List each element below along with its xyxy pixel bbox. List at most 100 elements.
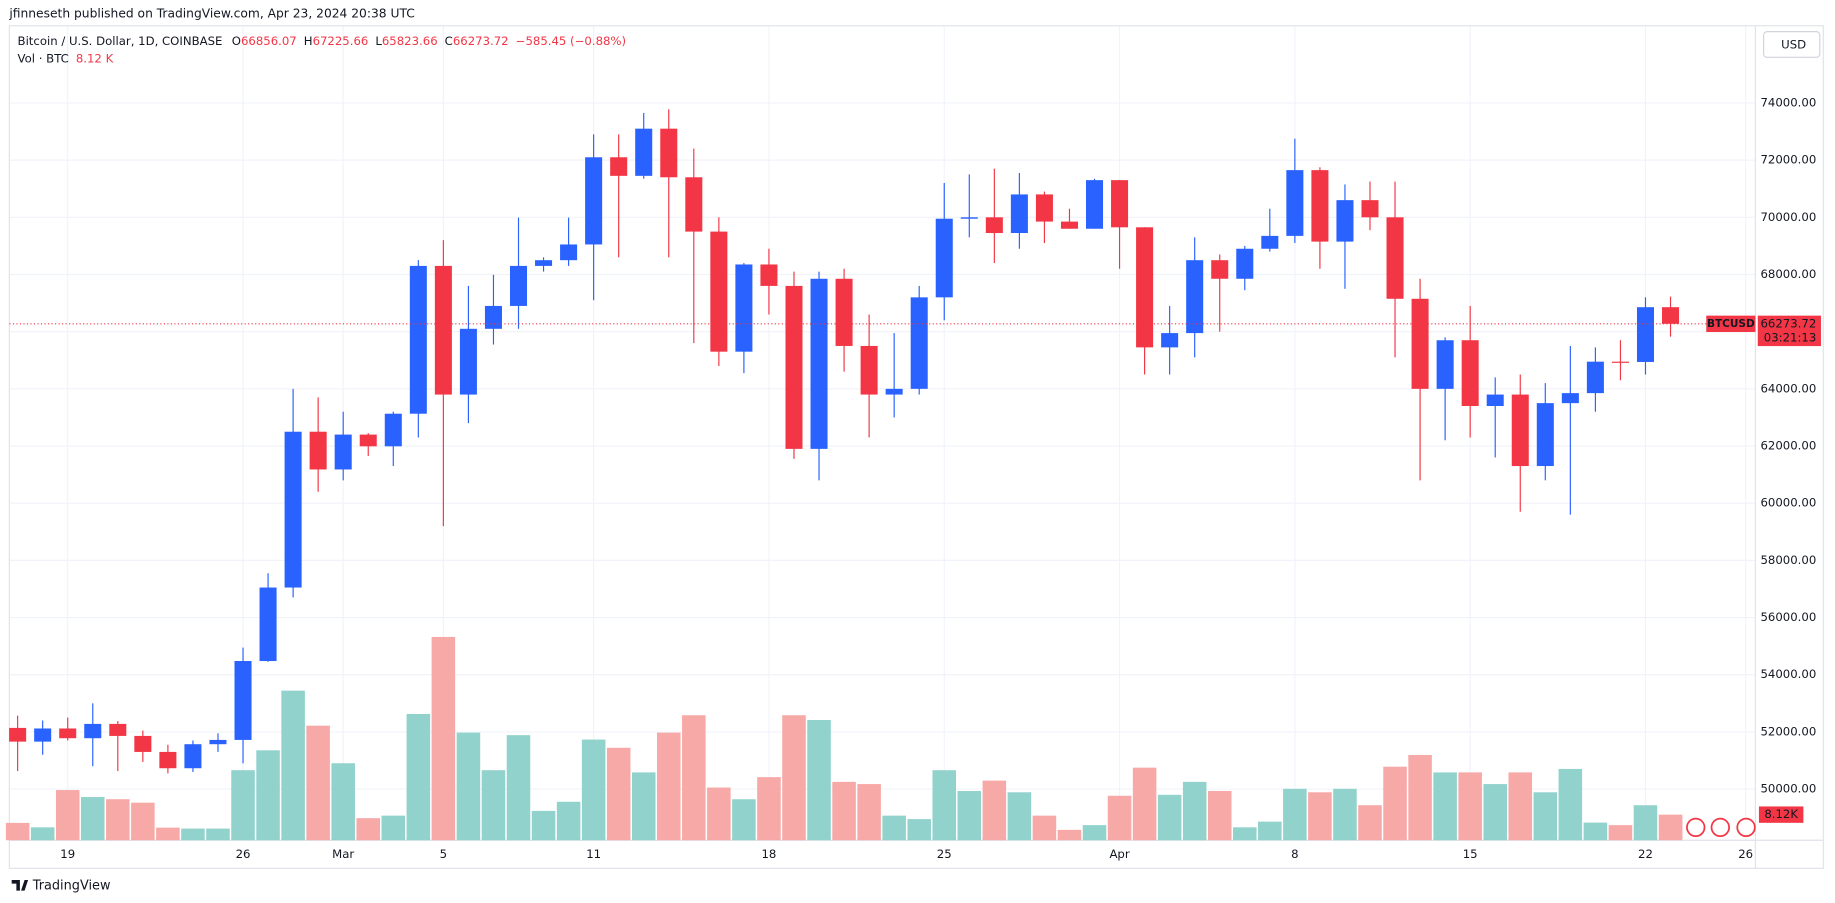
candle-body <box>1611 361 1629 363</box>
volume-bar <box>707 787 731 841</box>
volume-bar <box>306 725 330 841</box>
volume-bar <box>1032 815 1057 841</box>
volume-bar <box>882 815 906 841</box>
legend-key: H <box>304 33 313 47</box>
volume-bar <box>1433 772 1457 841</box>
candle-body <box>309 431 327 470</box>
volume-bar <box>1057 829 1082 841</box>
candle-body <box>134 735 152 752</box>
symbol-tag-box <box>1706 315 1756 333</box>
volume-bar <box>1283 788 1307 841</box>
candle-body <box>885 388 903 395</box>
y-tick-label: 56000.00 <box>1760 610 1816 624</box>
volume-bar <box>231 770 255 841</box>
volume-bar <box>181 828 205 841</box>
volume-bar <box>907 819 931 841</box>
volume-bar <box>131 802 155 841</box>
x-tick-label: 18 <box>762 847 777 861</box>
event-icon <box>1736 817 1756 838</box>
candle-body <box>1161 333 1179 348</box>
y-tick-label: 62000.00 <box>1760 439 1816 453</box>
volume-bar <box>1157 794 1182 841</box>
y-tick-label: 54000.00 <box>1760 667 1816 681</box>
candle-body <box>509 265 528 306</box>
candle-body <box>660 128 678 178</box>
volume-bar <box>356 818 381 841</box>
candle-body <box>610 157 628 176</box>
candle-body <box>810 278 828 449</box>
x-tick-label: 11 <box>586 847 601 861</box>
candle-body <box>535 260 553 266</box>
brand-name: TradingView <box>32 878 111 893</box>
volume-bar <box>1258 821 1282 841</box>
y-tick-label: 52000.00 <box>1760 724 1816 738</box>
legend-value: 65823.66 <box>382 33 438 47</box>
candle-body <box>1136 227 1154 348</box>
candle-body <box>34 728 52 742</box>
legend-key: O <box>232 33 241 47</box>
volume-bar <box>506 735 531 841</box>
countdown-tag: 03:21:13 <box>1764 330 1817 344</box>
volume-bar <box>30 827 55 841</box>
candle-body <box>334 434 352 470</box>
volume-bar <box>1383 766 1407 841</box>
candle-body <box>935 218 953 298</box>
currency-button-label[interactable]: USD <box>1781 38 1806 52</box>
y-tick-label: 60000.00 <box>1760 496 1816 510</box>
volume-bar <box>957 791 982 841</box>
volume-bar <box>481 770 506 841</box>
candle-body <box>1311 170 1329 242</box>
volume-bar <box>1007 792 1032 841</box>
volume-bar <box>1333 788 1357 841</box>
candle-body <box>1361 200 1379 218</box>
legend-value: 66273.72 <box>453 33 509 47</box>
legend-line: Bitcoin / U.S. Dollar, 1D, COINBASE O6685… <box>18 33 627 47</box>
brand-logo: TradingView <box>11 878 111 893</box>
y-tick-label: 74000.00 <box>1760 95 1816 109</box>
x-tick-label: 5 <box>440 847 447 861</box>
candle-body <box>84 723 102 739</box>
volume-bar <box>156 827 180 841</box>
currency-button[interactable]: USD <box>1763 31 1821 58</box>
volume-tag: 8.12K <box>1764 807 1798 821</box>
candle-body <box>1211 260 1229 279</box>
y-tick-label: 70000.00 <box>1760 210 1816 224</box>
candle-body <box>910 297 928 389</box>
candle-body <box>284 431 302 588</box>
candle-body <box>960 217 978 219</box>
candle-body <box>735 264 753 352</box>
candle-body <box>585 157 603 245</box>
price-tag: 66273.72 <box>1760 316 1816 330</box>
volume-bar <box>757 777 781 841</box>
currency-button-box[interactable] <box>1763 31 1821 58</box>
volume-bar <box>431 636 456 841</box>
candle-body <box>785 285 803 449</box>
brand-mark <box>11 880 29 891</box>
volume-bar <box>857 784 881 841</box>
volume-bar <box>1107 795 1132 841</box>
candle-body <box>860 345 878 395</box>
volume-bar <box>982 780 1007 841</box>
legend-value: 67225.66 <box>313 33 369 47</box>
x-tick-label: Apr <box>1109 847 1129 861</box>
volume-bar <box>631 772 656 841</box>
volume-bar <box>682 715 706 841</box>
candle-body <box>359 434 377 447</box>
symbol-tag: BTCUSD <box>1707 318 1755 330</box>
candle-body <box>1662 307 1680 324</box>
event-icon <box>1710 817 1730 838</box>
volume-bar <box>656 732 681 841</box>
candle-body <box>835 278 853 346</box>
candle-body <box>159 751 177 769</box>
x-tick-label: 15 <box>1463 847 1478 861</box>
volume-bar <box>1233 827 1257 841</box>
volume-bar <box>1558 768 1583 841</box>
candle-body <box>635 128 653 176</box>
volume-bar <box>531 810 556 841</box>
legend-key: C <box>445 33 453 47</box>
publisher-note: jfinneseth published on TradingView.com,… <box>8 7 414 21</box>
volume-bar <box>1608 825 1633 841</box>
